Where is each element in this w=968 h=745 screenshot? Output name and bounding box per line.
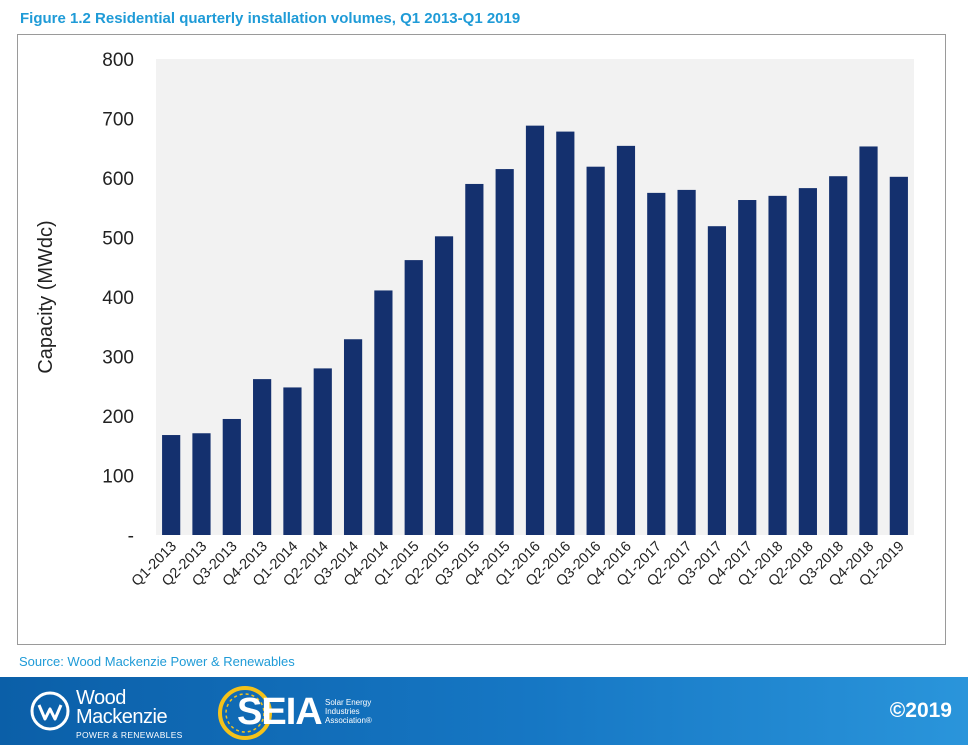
bar-Q4-2016: [616, 145, 636, 535]
bar-Q1-2013: [162, 435, 181, 535]
bar-Q3-2016: [586, 166, 605, 535]
bar-Q2-2015: [434, 236, 454, 535]
bar-Q4-2014: [374, 290, 393, 535]
wood-mackenzie-wordmark-line2: Mackenzie: [76, 706, 168, 728]
y-tick-label: 200: [102, 407, 134, 428]
x-axis: Q1-2013Q2-2013Q3-2013Q4-2013Q1-2014Q2-20…: [129, 539, 908, 590]
wood-mackenzie-wordmark-line1: Wood: [76, 687, 126, 709]
bar-Q3-2018: [829, 176, 848, 535]
bar-Q2-2014: [313, 368, 332, 535]
bar-Q4-2013: [253, 379, 272, 535]
y-tick-label: 600: [102, 169, 134, 190]
y-tick-label: -: [128, 526, 134, 547]
chart-frame: - 100 200 300 400 500 600 700 800 Q1-2013 Q2-2013…: [17, 34, 946, 645]
bar-Q2-2018: [798, 188, 817, 536]
bar-chart: - 100 200 300 400 500 600 700 800 Q1-2013Q2-2013…: [35, 50, 914, 590]
y-tick-label: 300: [102, 348, 134, 369]
copyright-notice: ©2019: [889, 699, 952, 722]
seia-tagline: Solar Energy Industries Association®: [325, 698, 395, 725]
seia-logo: SEIA Solar Energy Industries Association…: [215, 681, 385, 741]
bar-Q1-2016: [525, 125, 545, 535]
seia-sun-ring-icon: [218, 686, 272, 740]
y-tick-label: 700: [102, 110, 134, 131]
bar-Q2-2016: [556, 131, 575, 535]
bar-Q3-2013: [222, 418, 241, 535]
seia-wordmark: SEIA: [237, 691, 323, 733]
bar-Q3-2017: [707, 226, 727, 535]
bar-Q1-2019: [889, 176, 908, 535]
bar-Q1-2014: [283, 387, 302, 535]
wood-mackenzie-mark-icon: [30, 691, 70, 731]
bar-Q4-2017: [738, 200, 757, 535]
wood-mackenzie-logo: Wood Mackenzie POWER & RENEWABLES: [30, 685, 190, 740]
bar-Q2-2017: [677, 189, 696, 535]
bar-Q3-2015: [465, 183, 484, 535]
y-tick-label: 400: [102, 288, 134, 309]
figure-title: Figure 1.2 Residential quarterly install…: [20, 10, 521, 27]
y-tick-label: 100: [102, 467, 134, 488]
bar-Q4-2015: [495, 169, 514, 535]
wood-mackenzie-subtitle: POWER & RENEWABLES: [76, 730, 183, 740]
bar-Q3-2014: [343, 339, 363, 535]
bar-Q1-2018: [768, 195, 787, 535]
footer-banner: Wood Mackenzie POWER & RENEWABLES SEIA S…: [0, 677, 968, 745]
source-note: Source: Wood Mackenzie Power & Renewable…: [19, 654, 295, 669]
bar-Q2-2013: [192, 433, 211, 535]
y-tick-label: 800: [102, 50, 134, 71]
y-axis: - 100 200 300 400 500 600 700 800: [102, 50, 134, 547]
bar-Q1-2017: [647, 192, 666, 535]
seia-tagline-line: Association®: [325, 716, 372, 725]
bar-series: [162, 125, 908, 536]
y-tick-label: 500: [102, 229, 134, 250]
seia-tagline-line: Industries: [325, 707, 360, 716]
bar-Q1-2015: [404, 260, 423, 535]
y-axis-title: Capacity (MWdc): [35, 220, 57, 373]
seia-tagline-line: Solar Energy: [325, 698, 372, 707]
bar-Q4-2018: [859, 146, 878, 535]
